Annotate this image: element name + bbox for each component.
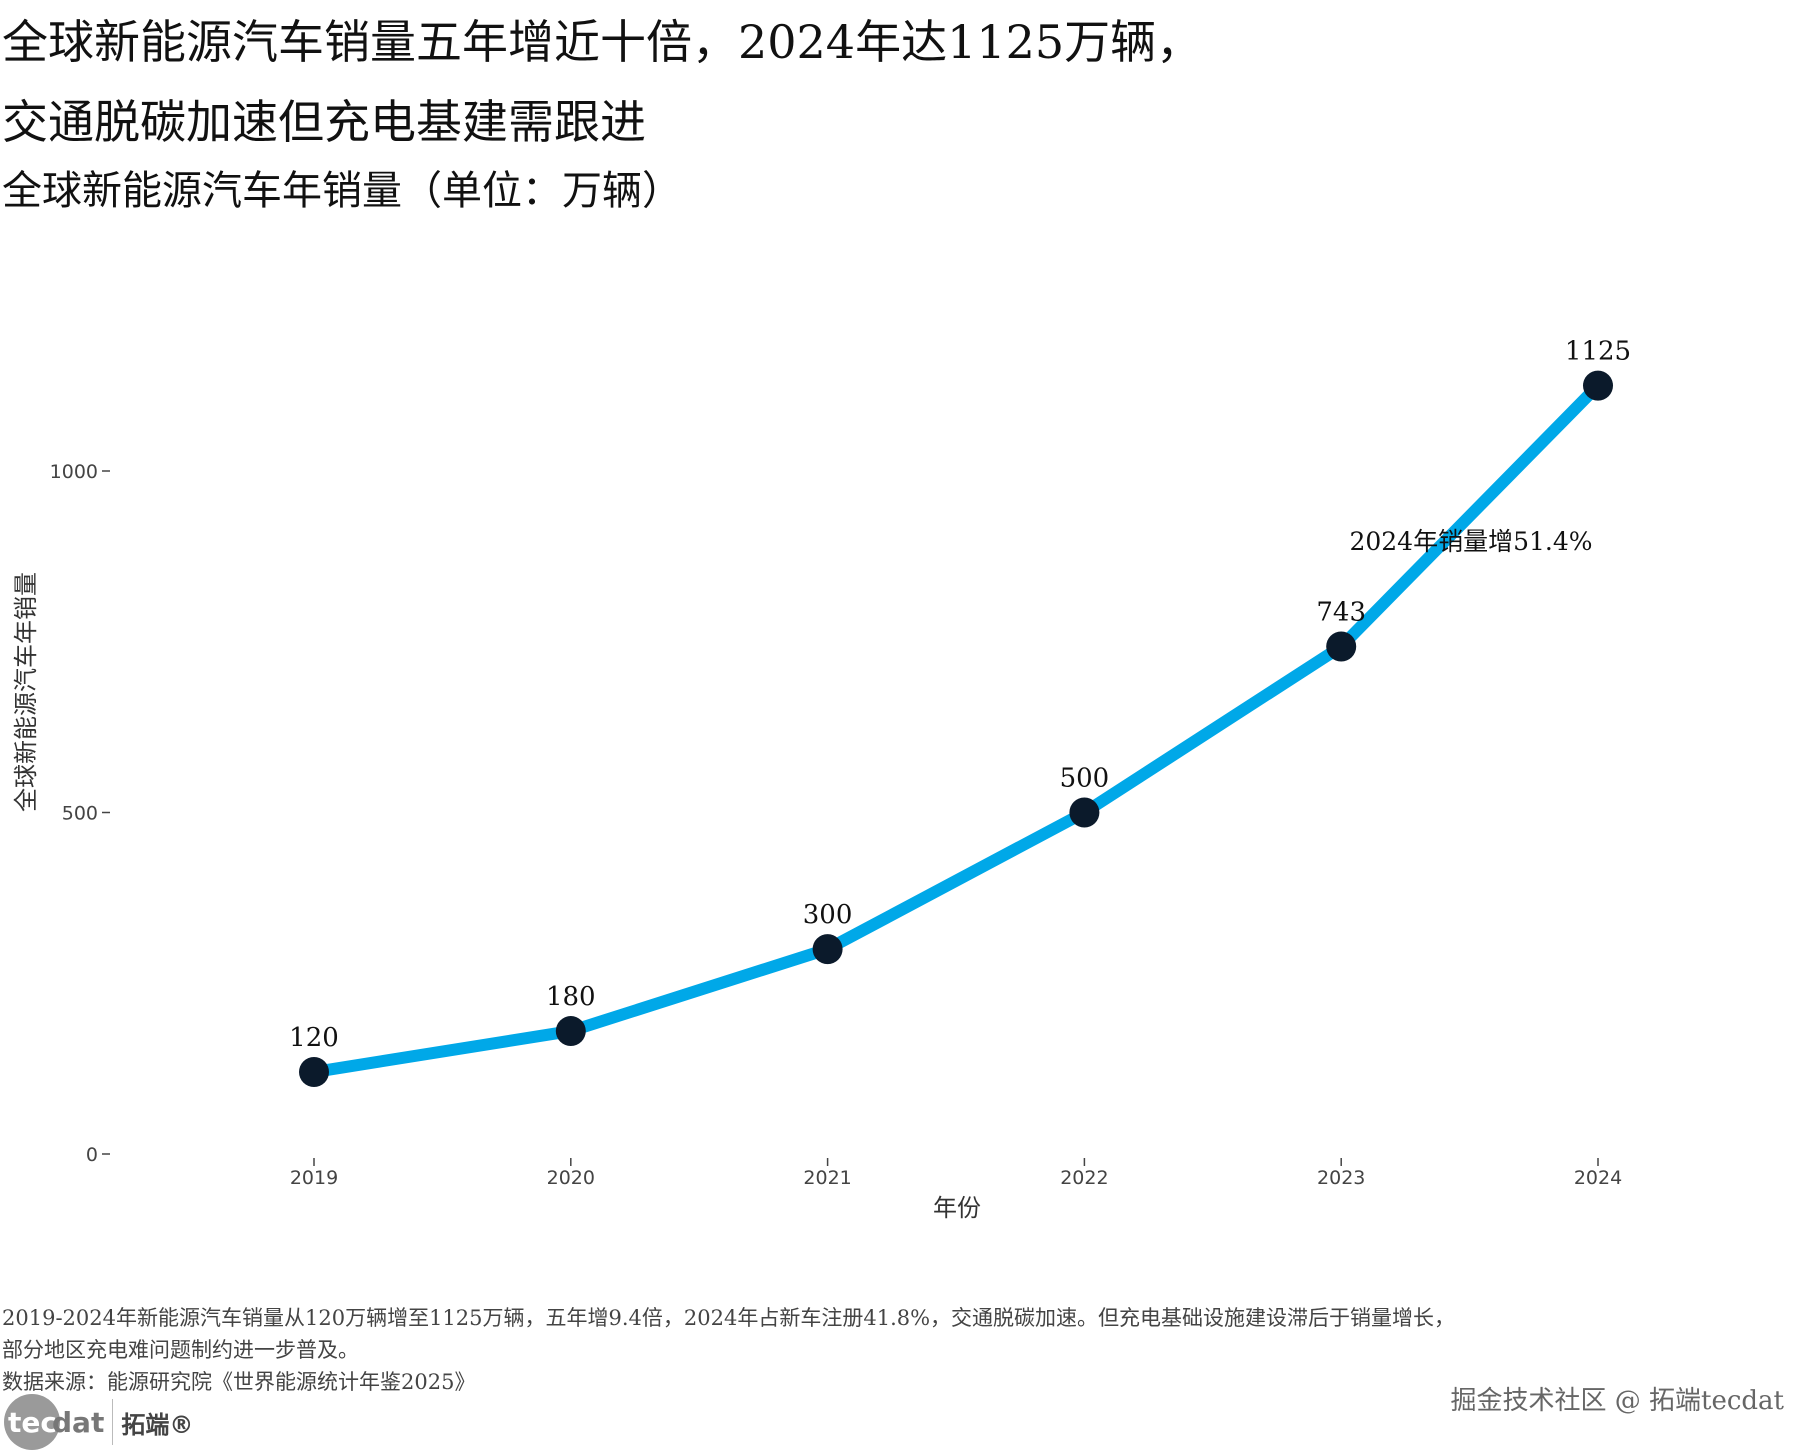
data-point	[555, 1016, 586, 1047]
data-point	[299, 1057, 329, 1088]
x-tick-label: 2023	[1317, 1167, 1365, 1189]
x-tick-label: 2024	[1574, 1167, 1622, 1189]
logo-dat: dat	[52, 1405, 105, 1439]
chart-title-line2: 交通脱碳加速但充电基建需跟进	[2, 95, 646, 149]
data-label: 743	[1316, 598, 1366, 628]
data-label: 180	[546, 982, 596, 1012]
logo-cn: 拓端®	[121, 1410, 194, 1439]
y-tick-label: 1000	[50, 461, 98, 483]
data-point	[1583, 370, 1613, 401]
y-tick-label: 500	[62, 803, 98, 825]
data-point	[1326, 631, 1357, 662]
data-label: 120	[289, 1023, 339, 1053]
x-tick-label: 2019	[290, 1167, 338, 1189]
watermark: 掘金技术社区 @ 拓端tecdat	[1450, 1386, 1784, 1416]
y-axis-label: 全球新能源汽车年销量	[12, 572, 40, 812]
annotation: 2024年销量增51.4%	[1349, 527, 1592, 556]
x-tick-label: 2021	[803, 1167, 851, 1189]
footnote-line2: 部分地区充电难问题制约进一步普及。	[2, 1338, 359, 1362]
logo-divider	[112, 1399, 114, 1445]
data-point	[812, 934, 843, 965]
data-label: 1125	[1565, 337, 1631, 367]
tecdat-logo: tec dat 拓端®	[4, 1394, 193, 1450]
data-label: 500	[1060, 764, 1110, 794]
chart-subtitle: 全球新能源汽车年销量（单位：万辆）	[2, 168, 682, 214]
y-tick-label: 0	[86, 1144, 98, 1166]
chart-title-line1: 全球新能源汽车销量五年增近十倍，2024年达1125万辆，	[2, 15, 1203, 69]
footnote-line1: 2019-2024年新能源汽车销量从120万辆增至1125万辆，五年增9.4倍，…	[2, 1306, 1456, 1330]
data-point	[1069, 797, 1100, 828]
series-line	[308, 379, 1604, 1079]
data-label: 300	[803, 900, 853, 930]
source-note: 数据来源：能源研究院《世界能源统计年鉴2025》	[2, 1370, 476, 1394]
x-tick-label: 2020	[547, 1167, 595, 1189]
x-axis-label: 年份	[933, 1194, 981, 1222]
x-tick-label: 2022	[1060, 1167, 1108, 1189]
